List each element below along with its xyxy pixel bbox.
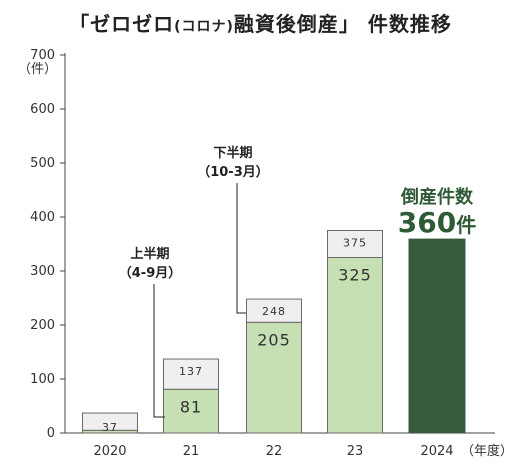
- bar-second-half: [82, 412, 138, 431]
- data-label-second-half: 248: [262, 305, 286, 318]
- data-label-second-half: 37: [102, 421, 118, 434]
- x-tick-label: 2024: [420, 444, 453, 459]
- data-label-second-half: 375: [343, 237, 367, 250]
- axes: 0 100 200 300 400 500 600 700（件） 2020 21 22 23 2024 （…: [18, 48, 513, 459]
- data-label-first-half: 205: [257, 330, 291, 349]
- annotation-first-half-line1: 上半期: [130, 246, 169, 262]
- data-label-second-half: 137: [179, 365, 203, 378]
- x-tick-label: 22: [266, 444, 283, 459]
- y-tick-label: 0: [47, 426, 55, 441]
- highlight-value-group: 360件: [398, 206, 476, 239]
- bar-first-half: [327, 257, 383, 434]
- annotation-first-half-bracket: [153, 284, 165, 418]
- chart-title-part1: 「ゼロゼロ: [69, 12, 175, 36]
- chart-title: 「ゼロゼロ(コロナ)融資後倒産」 件数推移: [0, 8, 521, 37]
- y-tick-label: 600: [30, 102, 55, 117]
- x-tick-label: 21: [183, 444, 200, 459]
- annotation-first-half-line2: （4-9月）: [119, 265, 182, 281]
- annotation-second-half-line1: 下半期: [213, 145, 252, 161]
- chart-title-paren: (コロナ): [174, 19, 234, 35]
- y-tick-label: 400: [30, 210, 55, 225]
- chart-title-part2: 融資後倒産」 件数推移: [233, 12, 452, 36]
- annotation-second-half-line2: （10-3月）: [197, 164, 269, 180]
- highlight-unit: 件: [456, 213, 476, 237]
- y-tick-label: 200: [30, 318, 55, 333]
- bar-first-half: [163, 388, 219, 434]
- y-tick-label: 100: [30, 372, 55, 387]
- y-unit-label: （件）: [18, 62, 57, 77]
- x-tick-label: 23: [347, 444, 364, 459]
- y-tick-label: 500: [30, 156, 55, 171]
- highlight-caption: 倒産件数: [400, 186, 474, 208]
- y-tick-label: 300: [30, 264, 55, 279]
- bar-highlight-2024: [408, 238, 466, 433]
- data-label-first-half: 325: [338, 266, 372, 285]
- bar-first-half: [246, 321, 302, 434]
- highlight-value: 360: [398, 206, 456, 239]
- y-tick-label: 700: [30, 48, 55, 63]
- data-labels: 37 137 81 248 205 375 325: [102, 237, 372, 435]
- bar-second-half: [327, 230, 383, 258]
- bars: [82, 230, 466, 434]
- bar-second-half: [163, 358, 219, 390]
- x-tick-label: 2020: [93, 444, 126, 459]
- x-unit-label: （年度）: [461, 443, 513, 459]
- data-label-first-half: 81: [180, 397, 202, 416]
- annotation-second-half-bracket: [236, 183, 246, 314]
- bar-second-half: [246, 298, 302, 323]
